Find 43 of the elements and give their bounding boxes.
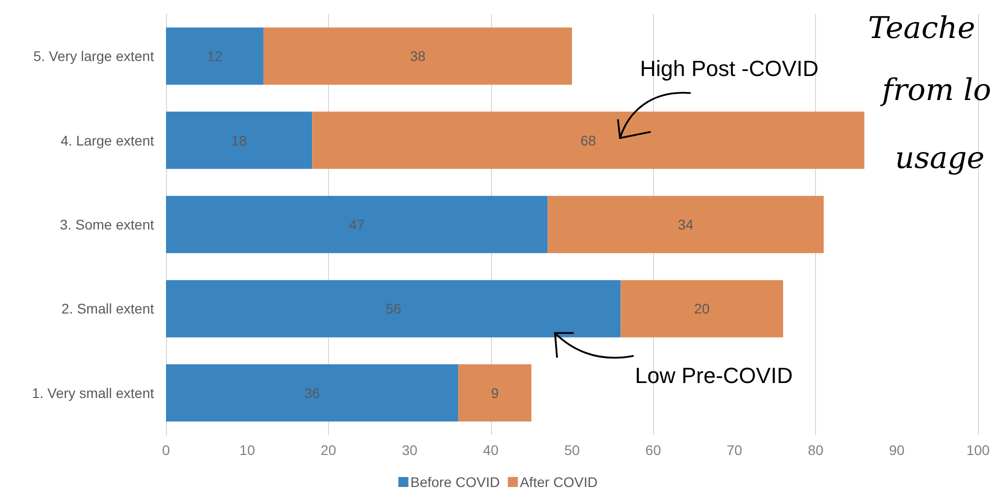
y-tick-label: 1. Very small extent — [32, 384, 154, 401]
bar — [263, 27, 572, 85]
data-label: 56 — [386, 300, 402, 317]
bar — [312, 112, 864, 169]
bar — [166, 280, 621, 338]
bar — [166, 196, 548, 254]
y-tick-label: 3. Some extent — [60, 216, 154, 232]
data-label: 9 — [490, 384, 499, 401]
x-tick-label: 80 — [808, 442, 824, 458]
bar — [166, 27, 264, 85]
annotation: usage — [895, 141, 985, 176]
bar — [458, 364, 532, 422]
x-tick-label: 70 — [726, 442, 742, 458]
x-tick-label: 30 — [402, 442, 418, 458]
y-tick-label: 2. Small extent — [61, 300, 154, 317]
data-label: 20 — [694, 300, 710, 317]
x-tick-label: 40 — [483, 442, 499, 458]
annotation: from lo — [880, 73, 992, 108]
legend-label: After COVID — [520, 474, 598, 490]
data-label: 47 — [349, 216, 365, 232]
data-label: 12 — [206, 48, 223, 64]
data-label: 36 — [304, 384, 320, 401]
bar — [548, 196, 824, 254]
x-tick-label: 90 — [889, 442, 905, 458]
annotation: High Post -COVID — [640, 56, 818, 81]
bar — [620, 280, 784, 338]
x-tick-label: 100 — [966, 442, 990, 458]
x-tick-label: 20 — [320, 442, 336, 458]
y-tick-label: 4. Large extent — [60, 132, 154, 148]
y-tick-label: 5. Very large extent — [33, 48, 154, 64]
data-label: 38 — [410, 48, 426, 64]
data-label: 18 — [231, 132, 248, 148]
x-tick-label: 60 — [645, 442, 662, 458]
bar — [166, 364, 458, 422]
x-tick-label: 10 — [239, 442, 256, 458]
x-tick-label: 50 — [564, 442, 580, 458]
x-tick-label: 0 — [162, 442, 170, 458]
data-label: 34 — [678, 216, 694, 232]
bar — [166, 112, 312, 169]
annotation: Teache — [868, 11, 976, 46]
annotation: Low Pre-COVID — [635, 363, 793, 388]
legend-label: Before COVID — [410, 474, 500, 490]
data-label: 68 — [580, 132, 596, 148]
